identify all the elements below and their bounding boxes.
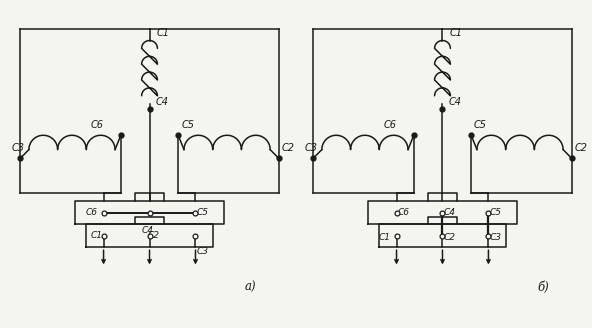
Text: C2: C2: [282, 142, 295, 153]
Text: C2: C2: [444, 233, 456, 242]
Text: C4: C4: [448, 96, 461, 107]
Text: C6: C6: [86, 208, 98, 217]
Text: C5: C5: [474, 119, 487, 130]
Text: C5: C5: [197, 208, 209, 217]
Text: C3: C3: [12, 142, 25, 153]
Text: C3: C3: [197, 247, 209, 256]
Text: C6: C6: [384, 119, 397, 130]
Text: C5: C5: [181, 119, 194, 130]
Text: C1: C1: [450, 28, 463, 38]
Text: C4: C4: [444, 208, 456, 217]
Text: C4: C4: [142, 226, 154, 235]
Text: C1: C1: [90, 231, 102, 240]
Text: C2: C2: [148, 231, 160, 240]
Text: C5: C5: [490, 208, 502, 217]
Text: C6: C6: [398, 208, 410, 217]
Text: б): б): [537, 281, 549, 294]
Text: C4: C4: [155, 96, 168, 107]
Text: a): a): [244, 281, 256, 294]
Text: C6: C6: [91, 119, 104, 130]
Text: C1: C1: [379, 233, 391, 242]
Text: C2: C2: [575, 142, 588, 153]
Text: C1: C1: [157, 28, 170, 38]
Text: C3: C3: [490, 233, 502, 242]
Text: C3: C3: [305, 142, 318, 153]
